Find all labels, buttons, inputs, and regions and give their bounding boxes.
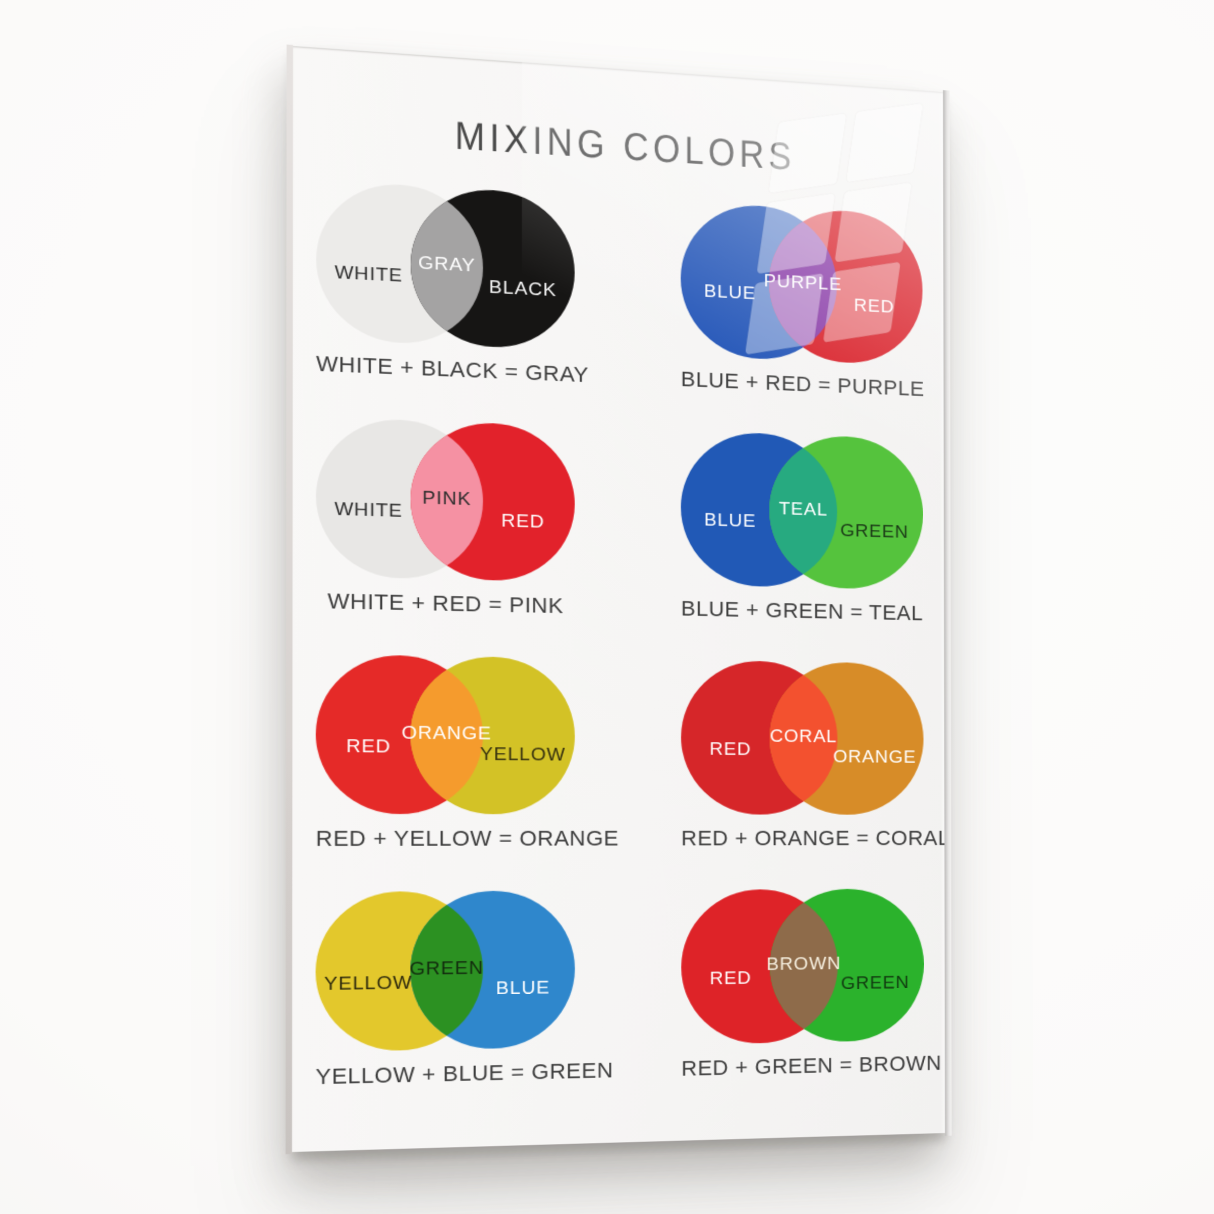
venn-diagram: YELLOW GREEN BLUE xyxy=(315,890,575,1053)
overlap-lens xyxy=(414,187,484,347)
overlap-color-label: ORANGE xyxy=(402,722,492,744)
venn-diagram: RED ORANGE YELLOW xyxy=(315,654,575,815)
venn-diagram: BLUE TEAL GREEN xyxy=(680,430,924,591)
right-color-label: ORANGE xyxy=(833,747,916,768)
overlap-color-label: CORAL xyxy=(770,726,837,747)
color-mix-diagram: YELLOW GREEN BLUE YELLOW + BLUE = GREEN xyxy=(315,889,614,1091)
mix-formula-caption: RED + ORANGE = CORAL xyxy=(681,826,946,851)
left-color-label: YELLOW xyxy=(324,972,412,995)
left-color-label: RED xyxy=(709,739,751,760)
overlap-color-label: GREEN xyxy=(410,957,484,979)
left-color-label: WHITE xyxy=(335,262,403,287)
color-mix-diagram: WHITE GRAY BLACK WHITE + BLACK = GRAY xyxy=(316,178,589,388)
left-color-label: BLUE xyxy=(704,510,756,532)
color-mix-diagram: BLUE TEAL GREEN BLUE + GREEN = TEAL xyxy=(680,428,924,626)
left-color-label: RED xyxy=(710,968,752,989)
mix-formula-caption: WHITE + BLACK = GRAY xyxy=(316,350,589,388)
overlap-lens xyxy=(413,660,483,815)
venn-diagram: RED CORAL ORANGE xyxy=(680,659,924,815)
overlap-lens xyxy=(412,897,483,1053)
overlap-color-label: PURPLE xyxy=(764,271,842,295)
color-mix-diagram: RED BROWN GREEN RED + GREEN = BROWN xyxy=(681,887,942,1082)
color-mix-diagram: WHITE PINK RED WHITE + RED = PINK xyxy=(315,415,575,619)
right-color-label: GREEN xyxy=(841,972,910,993)
left-color-label: BLUE xyxy=(704,281,756,304)
mix-formula-caption: WHITE + RED = PINK xyxy=(327,588,564,618)
overlap-lens xyxy=(413,424,484,581)
venn-diagram: RED BROWN GREEN xyxy=(681,888,924,1045)
right-color-label: RED xyxy=(854,295,895,317)
right-color-label: BLACK xyxy=(489,277,557,301)
mix-formula-caption: BLUE + GREEN = TEAL xyxy=(680,596,924,626)
poster-face: MIXING COLORS WHITE GRAY BLACK WHITE + B… xyxy=(292,46,946,1153)
venn-diagram: WHITE PINK RED xyxy=(315,416,575,583)
right-color-label: RED xyxy=(501,510,544,532)
left-color-label: WHITE xyxy=(334,498,402,521)
right-color-label: YELLOW xyxy=(480,744,566,766)
color-mix-diagram: RED CORAL ORANGE RED + ORANGE = CORAL xyxy=(680,658,946,851)
overlap-color-label: BROWN xyxy=(767,953,842,974)
overlap-color-label: GRAY xyxy=(418,252,476,276)
venn-diagram: BLUE PURPLE RED xyxy=(680,201,923,366)
diagram-grid: WHITE GRAY BLACK WHITE + BLACK = GRAY BL… xyxy=(292,176,945,1090)
overlap-color-label: PINK xyxy=(422,487,471,510)
overlap-color-label: TEAL xyxy=(779,498,828,520)
left-color-label: RED xyxy=(346,736,391,758)
venn-diagram: WHITE GRAY BLACK xyxy=(316,179,575,351)
color-mix-diagram: RED ORANGE YELLOW RED + YELLOW = ORANGE xyxy=(315,652,619,852)
right-color-label: BLUE xyxy=(496,977,550,999)
poster-title: MIXING COLORS xyxy=(454,114,796,179)
mix-formula-caption: RED + GREEN = BROWN xyxy=(681,1050,942,1081)
poster-canvas: MIXING COLORS WHITE GRAY BLACK WHITE + B… xyxy=(285,44,952,1155)
right-color-label: GREEN xyxy=(840,520,908,542)
mix-formula-caption: RED + YELLOW = ORANGE xyxy=(315,825,619,851)
mix-formula-caption: YELLOW + BLUE = GREEN xyxy=(315,1057,614,1090)
mix-formula-caption: BLUE + RED = PURPLE xyxy=(680,366,925,401)
color-mix-diagram: BLUE PURPLE RED BLUE + RED = PURPLE xyxy=(680,199,925,401)
